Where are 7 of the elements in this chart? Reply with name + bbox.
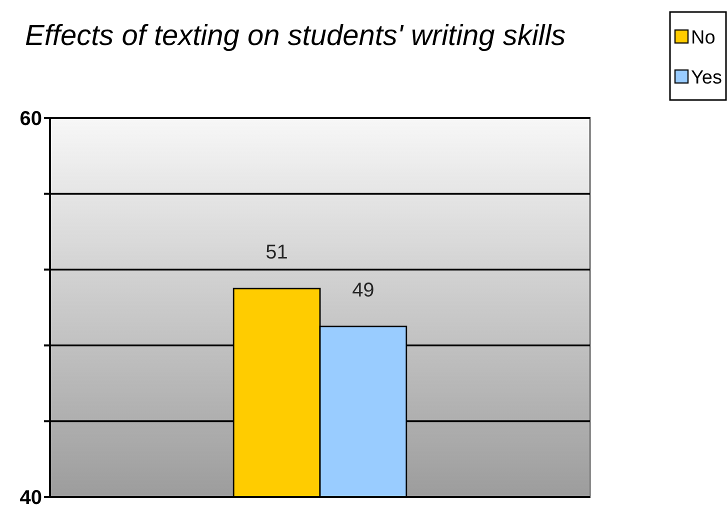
y-tick-label: 60	[20, 108, 42, 130]
legend-label: No	[691, 28, 716, 49]
y-tick-label: 40	[20, 487, 42, 509]
data-label: 51	[266, 242, 288, 264]
data-label: 49	[352, 279, 374, 302]
legend-label: Yes	[691, 68, 722, 89]
chart-title: Effects of texting on students' writing skills	[25, 20, 566, 52]
